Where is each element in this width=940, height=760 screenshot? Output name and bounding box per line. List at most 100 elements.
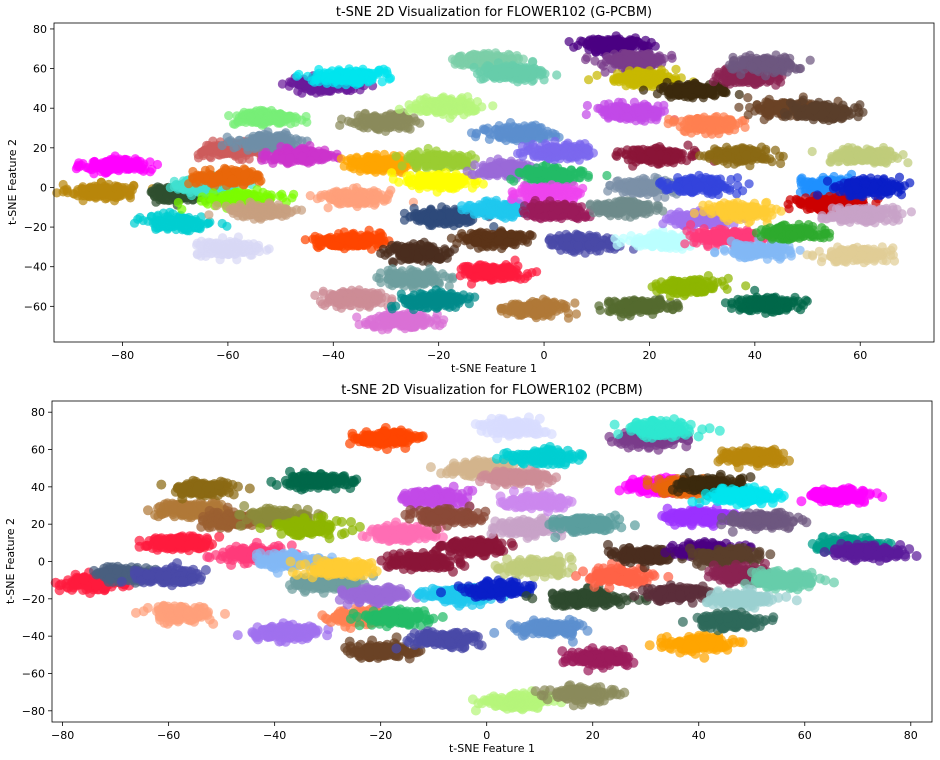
data-point bbox=[105, 190, 115, 200]
data-point bbox=[248, 135, 258, 145]
data-point bbox=[400, 248, 410, 258]
data-point bbox=[227, 174, 238, 184]
data-point bbox=[152, 218, 162, 228]
data-point bbox=[300, 235, 310, 245]
data-point bbox=[334, 189, 344, 199]
data-point bbox=[354, 297, 364, 307]
data-point bbox=[429, 211, 439, 221]
data-point bbox=[406, 313, 416, 323]
data-point bbox=[398, 278, 408, 288]
data-point bbox=[342, 189, 352, 199]
data-point bbox=[421, 106, 431, 116]
data-point bbox=[434, 178, 444, 188]
data-point bbox=[265, 112, 275, 122]
data-point bbox=[257, 203, 268, 213]
cluster-22 bbox=[372, 264, 458, 293]
data-point bbox=[277, 211, 287, 221]
data-point bbox=[321, 234, 331, 244]
data-point bbox=[413, 253, 423, 263]
cluster-15 bbox=[305, 183, 418, 213]
data-point bbox=[120, 154, 130, 164]
data-point bbox=[394, 177, 404, 187]
data-point bbox=[354, 319, 364, 330]
data-point bbox=[320, 151, 330, 161]
data-point bbox=[204, 210, 214, 220]
data-point bbox=[255, 105, 265, 115]
data-point bbox=[414, 155, 424, 165]
data-point bbox=[333, 198, 343, 208]
data-point bbox=[316, 192, 326, 203]
data-point bbox=[374, 67, 384, 77]
data-point bbox=[368, 195, 378, 205]
data-point bbox=[358, 154, 368, 164]
data-point bbox=[310, 235, 321, 245]
chart-title: t-SNE 2D Visualization for FLOWER102 (G-… bbox=[336, 5, 652, 20]
data-point bbox=[488, 101, 498, 111]
data-point bbox=[397, 161, 407, 171]
data-point bbox=[206, 153, 216, 163]
data-point bbox=[169, 176, 179, 186]
data-point bbox=[472, 97, 482, 107]
data-point bbox=[328, 152, 338, 162]
data-point bbox=[437, 269, 448, 279]
data-point bbox=[152, 159, 163, 170]
data-point bbox=[372, 322, 382, 332]
cluster-10 bbox=[224, 105, 312, 130]
data-point bbox=[412, 103, 422, 113]
data-point bbox=[91, 192, 101, 202]
data-point bbox=[174, 218, 184, 228]
data-point bbox=[383, 190, 393, 200]
data-point bbox=[425, 249, 435, 259]
data-point bbox=[478, 179, 488, 189]
data-point bbox=[224, 111, 234, 121]
cluster-1 bbox=[71, 151, 163, 179]
data-point bbox=[192, 240, 202, 250]
data-point bbox=[331, 72, 341, 82]
scatter-points-g-pcbm bbox=[52, 31, 917, 335]
data-point bbox=[204, 145, 214, 155]
data-point bbox=[113, 182, 123, 192]
cluster-17 bbox=[310, 285, 397, 313]
data-point bbox=[74, 158, 84, 168]
data-point bbox=[362, 240, 372, 250]
data-point bbox=[305, 191, 315, 201]
data-point bbox=[412, 269, 422, 279]
data-point bbox=[262, 245, 272, 255]
data-point bbox=[239, 240, 249, 250]
data-point bbox=[198, 248, 208, 258]
data-point bbox=[277, 114, 288, 124]
data-point bbox=[223, 137, 233, 147]
data-point bbox=[302, 117, 312, 127]
data-point bbox=[173, 197, 183, 208]
data-point bbox=[447, 99, 457, 109]
data-point bbox=[447, 159, 457, 169]
data-point bbox=[206, 241, 217, 251]
data-point bbox=[88, 157, 98, 167]
data-point bbox=[392, 240, 402, 250]
data-point bbox=[424, 267, 434, 278]
data-point bbox=[268, 158, 278, 168]
data-point bbox=[349, 237, 359, 248]
data-point bbox=[216, 239, 226, 249]
data-point bbox=[120, 183, 130, 193]
data-point bbox=[354, 288, 365, 298]
data-point bbox=[52, 188, 62, 198]
data-point bbox=[212, 201, 222, 211]
data-point bbox=[391, 151, 401, 161]
data-point bbox=[129, 181, 139, 191]
data-point bbox=[358, 187, 368, 198]
data-point bbox=[232, 248, 242, 258]
data-point bbox=[191, 223, 201, 233]
data-point bbox=[398, 316, 408, 326]
data-point bbox=[369, 161, 379, 171]
data-point bbox=[166, 219, 176, 229]
data-point bbox=[454, 176, 464, 186]
data-point bbox=[276, 142, 286, 152]
data-point bbox=[114, 189, 124, 199]
data-point bbox=[337, 114, 347, 124]
data-point bbox=[412, 178, 422, 188]
data-point bbox=[244, 154, 254, 164]
data-point bbox=[290, 117, 300, 127]
data-point bbox=[443, 248, 453, 258]
